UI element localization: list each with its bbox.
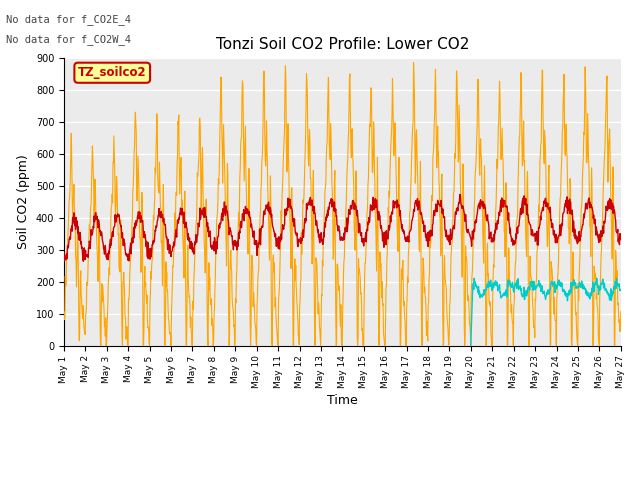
Text: TZ_soilco2: TZ_soilco2	[78, 66, 147, 79]
Y-axis label: Soil CO2 (ppm): Soil CO2 (ppm)	[17, 154, 30, 249]
Text: No data for f_CO2E_4: No data for f_CO2E_4	[6, 14, 131, 25]
Title: Tonzi Soil CO2 Profile: Lower CO2: Tonzi Soil CO2 Profile: Lower CO2	[216, 37, 469, 52]
Text: No data for f_CO2W_4: No data for f_CO2W_4	[6, 34, 131, 45]
X-axis label: Time: Time	[327, 394, 358, 407]
